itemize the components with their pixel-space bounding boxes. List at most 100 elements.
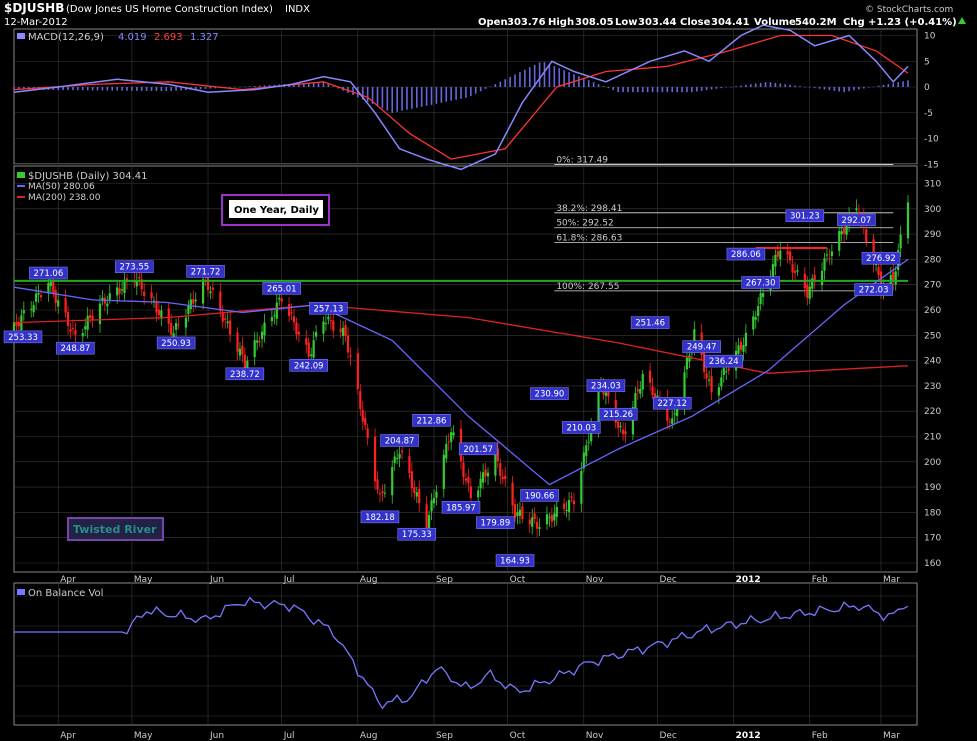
fib-level-label: 50%: 292.52: [556, 219, 613, 229]
candle-body: [872, 239, 875, 265]
candle-body: [435, 491, 438, 498]
candle-body: [118, 288, 121, 294]
macd-histogram-bar: [499, 81, 502, 87]
candle-body: [469, 486, 472, 499]
candle-body: [221, 312, 224, 322]
candle-body: [39, 294, 43, 298]
macd-histogram-bar: [543, 62, 546, 87]
candle-body: [189, 299, 192, 309]
macd-histogram-bar: [892, 83, 895, 87]
macd-histogram-bar: [57, 87, 60, 91]
price-tick-label: 240: [924, 357, 941, 367]
candle-body: [676, 409, 679, 417]
candle-body: [202, 279, 205, 304]
macd-histogram-bar: [248, 86, 251, 87]
candle-body: [209, 291, 212, 294]
candle-body: [545, 514, 549, 525]
candle-body: [206, 276, 210, 291]
candle-body: [120, 289, 124, 291]
macd-histogram-bar: [13, 87, 15, 90]
macd-histogram-bar: [145, 87, 148, 91]
candle-body: [71, 328, 75, 330]
macd-histogram-bar: [411, 87, 413, 109]
macd-histogram-bar: [882, 84, 885, 87]
candle-body: [899, 234, 902, 249]
candle-body: [518, 509, 522, 516]
candle-body: [30, 308, 33, 310]
price-tick-label: 200: [924, 458, 941, 468]
macd-histogram-bar: [858, 87, 860, 90]
macd-histogram-bar: [754, 83, 757, 87]
price-tag-box: [586, 379, 626, 392]
candle-body: [381, 491, 384, 494]
obv-x-tick-label-may: May: [134, 731, 153, 741]
obv-x-tick-label-feb: Feb: [812, 731, 828, 741]
macd-histogram-bar: [337, 87, 339, 89]
macd-histogram-bar: [298, 83, 300, 87]
price-tag-box: [630, 316, 670, 329]
macd-histogram-bar: [627, 87, 629, 93]
candle-body: [516, 512, 519, 517]
candle-body: [15, 322, 18, 326]
macd-histogram-bar: [474, 87, 477, 94]
macd-histogram-bar: [764, 82, 767, 87]
candle-body: [322, 321, 325, 334]
candle-body: [383, 492, 386, 494]
macd-tick-label: 10: [924, 32, 936, 42]
macd-histogram-bar: [170, 87, 172, 91]
index-name: (Dow Jones US Home Construction Index): [66, 4, 273, 15]
x-tick-label-mar: Mar: [883, 575, 900, 585]
candle-body: [808, 286, 811, 299]
candle-body: [89, 315, 92, 318]
price-tick-label: 180: [924, 508, 941, 518]
macd-value: 4.019: [118, 32, 147, 43]
candle-body: [224, 318, 227, 320]
candle-body: [536, 521, 539, 529]
candle-body: [167, 308, 170, 324]
candle-body: [739, 341, 743, 350]
candle-body: [305, 338, 308, 345]
candle-body: [550, 515, 553, 522]
candle-body: [703, 351, 706, 373]
candle-body: [12, 322, 16, 331]
candle-body: [653, 393, 657, 400]
price-tag-box: [115, 260, 154, 273]
macd-histogram-bar: [430, 87, 433, 105]
price-tick-label: 280: [924, 255, 941, 265]
low-value: 303.44: [638, 17, 677, 28]
price-tag-box: [495, 554, 535, 567]
macd-histogram-bar: [607, 87, 610, 89]
price-tag-box: [854, 283, 893, 296]
candle-body: [538, 527, 541, 529]
macd-histogram-bar: [415, 87, 418, 108]
macd-histogram-bar: [332, 86, 335, 87]
candle-body: [570, 496, 573, 498]
signal-value: 2.693: [154, 32, 183, 43]
candle-body: [98, 303, 102, 325]
macd-histogram-bar: [150, 87, 153, 91]
macd-histogram-bar: [445, 87, 448, 102]
candle-body: [565, 510, 568, 512]
macd-histogram-bar: [823, 87, 826, 90]
candle-body: [278, 297, 281, 300]
price-tag-box: [412, 414, 451, 427]
twisted-river-box: Twisted River: [67, 517, 164, 541]
price-tag-label: 292.07: [842, 216, 872, 226]
macd-histogram-bar: [268, 85, 271, 87]
candle-body: [865, 229, 868, 242]
macd-tick-label: 5: [924, 57, 930, 67]
candle-body: [253, 340, 256, 358]
macd-histogram-bar: [126, 87, 128, 91]
candle-body: [496, 448, 499, 462]
candle-body: [140, 279, 143, 290]
candle-body: [639, 388, 642, 394]
obv-layer: [14, 583, 917, 725]
candle-body: [106, 303, 109, 307]
candle-body: [356, 353, 359, 390]
macd-histogram-bar: [533, 64, 536, 87]
macd-histogram-bar: [131, 87, 133, 91]
macd-histogram-bar: [700, 87, 703, 91]
x-tick-label-2012: 2012: [736, 575, 761, 585]
macd-histogram-bar: [450, 87, 452, 101]
candle-body: [494, 452, 497, 476]
